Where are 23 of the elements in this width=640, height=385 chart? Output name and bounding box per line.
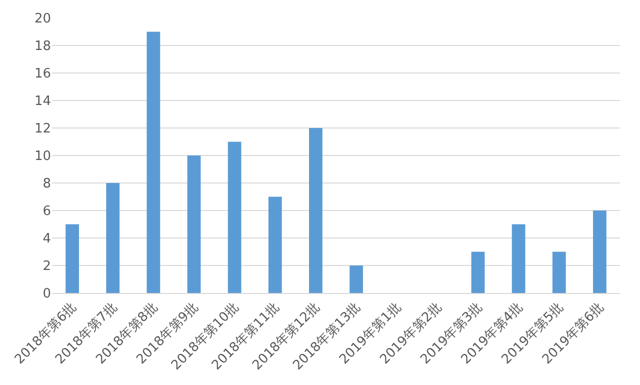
y-tick-label: 18 <box>34 39 51 54</box>
bar <box>66 224 79 293</box>
bar <box>106 183 120 293</box>
bar <box>350 266 363 293</box>
bar <box>309 128 322 293</box>
y-tick-label: 10 <box>34 149 51 164</box>
y-tick-label: 6 <box>42 204 51 220</box>
y-tick-label: 2 <box>42 259 51 274</box>
bar <box>146 32 160 293</box>
bar <box>552 252 566 293</box>
bar <box>187 156 201 293</box>
y-tick-label: 0 <box>42 286 51 302</box>
y-tick-label: 16 <box>34 66 51 82</box>
bar <box>471 252 485 293</box>
bar <box>512 224 526 293</box>
y-tick-label: 12 <box>34 122 51 137</box>
bar <box>268 196 282 293</box>
y-tick-label: 14 <box>34 94 51 110</box>
bar <box>593 210 606 293</box>
bar <box>228 142 242 293</box>
y-tick-label: 4 <box>42 232 51 247</box>
y-tick-label: 8 <box>42 176 51 192</box>
y-tick-label: 20 <box>34 12 51 27</box>
